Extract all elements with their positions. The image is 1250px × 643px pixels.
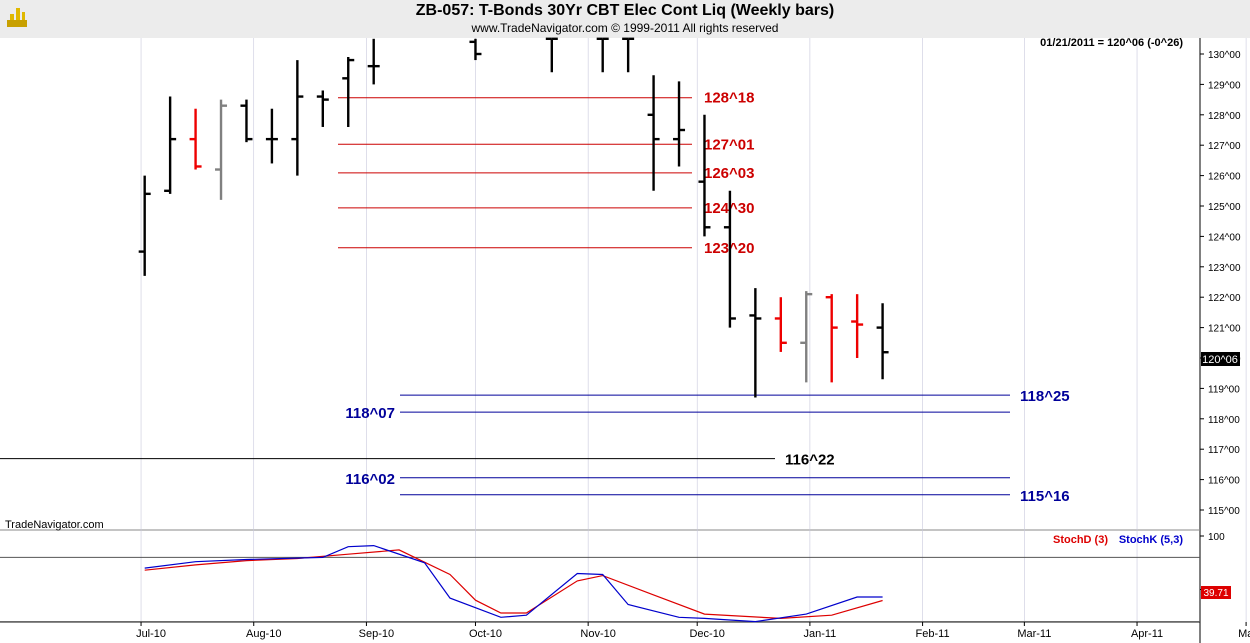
ohlc-bar xyxy=(265,108,278,164)
time-axis: Jul-10 Aug-10 Sep-10 Oct-10 Nov-10 Dec-10 Jan-… xyxy=(136,622,1250,640)
stoch-tick-label: 100 xyxy=(1208,532,1225,543)
vertical-gridlines xyxy=(140,38,1247,622)
y-tick-label: 116^00 xyxy=(1208,476,1240,487)
x-tick-label: Apr-11 xyxy=(1131,628,1163,640)
ohlc-bar xyxy=(215,99,228,200)
last-price-tag xyxy=(1201,352,1240,366)
stochk-line xyxy=(144,544,883,623)
price-levels: 128^18127^01126^03124^30123^20118^25118^… xyxy=(0,90,1070,505)
y-tick-label: 129^00 xyxy=(1208,80,1241,91)
ohlc-bar xyxy=(774,297,787,352)
ohlc-bar xyxy=(189,108,202,170)
x-tick-label: May-11 xyxy=(1238,628,1250,640)
last-price-label: 120^06 xyxy=(1202,354,1238,366)
y-tick-label: 127^00 xyxy=(1208,141,1241,152)
x-tick-label: Nov-10 xyxy=(580,628,615,640)
level-label: 115^16 xyxy=(1020,488,1070,505)
ohlc-bar xyxy=(240,99,253,143)
price-axis: 130^00 129^00 128^00 127^00 126^00 125^00 124^… xyxy=(1200,50,1241,517)
ohlc-bar xyxy=(622,37,635,73)
y-tick-label: 130^00 xyxy=(1208,50,1241,61)
chart-title: ZB-057: T-Bonds 30Yr CBT Elec Cont Liq (… xyxy=(415,2,835,19)
last-stoch-label: 39.71 xyxy=(1203,588,1228,599)
x-tick-label: Feb-11 xyxy=(916,628,950,640)
ohlc-bar xyxy=(545,37,558,73)
level-label: 118^07 xyxy=(345,405,395,422)
ohlc-bar xyxy=(749,288,762,398)
ohlc-bar xyxy=(596,37,609,73)
chart-header: ZB-057: T-Bonds 30Yr CBT Elec Cont Liq (… xyxy=(0,0,1250,38)
level-label: 116^22 xyxy=(785,452,835,469)
ohlc-bar xyxy=(851,294,864,358)
x-tick-label: Dec-10 xyxy=(689,628,724,640)
level-label: 126^03 xyxy=(704,165,754,182)
y-tick-label: 123^00 xyxy=(1208,263,1241,274)
price-readout: 01/21/2011 = 120^06 (-0^26) xyxy=(1040,37,1183,49)
level-label: 118^25 xyxy=(1020,388,1070,405)
ohlc-bar xyxy=(647,75,660,191)
trade-navigator-logo-icon xyxy=(7,8,27,27)
last-stoch-tag xyxy=(1201,586,1231,599)
ohlc-bar xyxy=(291,60,304,176)
y-tick-label: 126^00 xyxy=(1208,172,1241,183)
level-label: 128^18 xyxy=(704,90,754,107)
y-tick-label: 122^00 xyxy=(1208,293,1241,304)
y-tick-label: 128^00 xyxy=(1208,111,1241,122)
ohlc-bar xyxy=(825,294,838,383)
y-tick-label: 124^00 xyxy=(1208,232,1241,243)
x-tick-label: Mar-11 xyxy=(1017,628,1051,640)
ohlc-bar xyxy=(469,38,482,61)
stochd-line xyxy=(144,549,883,620)
level-label: 116^02 xyxy=(345,471,395,488)
y-tick-label: 115^00 xyxy=(1208,506,1240,517)
ohlc-bar xyxy=(698,114,711,237)
price-bars xyxy=(138,37,889,398)
legend-stochk: StochK (5,3) xyxy=(1119,534,1184,546)
y-tick-label: 121^00 xyxy=(1208,324,1241,335)
level-label: 127^01 xyxy=(704,136,754,153)
x-tick-label: Oct-10 xyxy=(469,628,502,640)
ohlc-bar xyxy=(164,96,177,194)
y-tick-label: 117^00 xyxy=(1208,445,1240,456)
x-tick-label: Jul-10 xyxy=(136,628,166,640)
legend-stochd: StochD (3) xyxy=(1053,534,1108,546)
stoch-reference-lines xyxy=(0,556,1200,623)
watermark: TradeNavigator.com xyxy=(5,519,104,531)
y-tick-label: 118^00 xyxy=(1208,415,1240,426)
ohlc-bar xyxy=(723,190,736,328)
ohlc-bar xyxy=(342,57,355,127)
ohlc-bar xyxy=(800,291,813,383)
x-tick-label: Aug-10 xyxy=(246,628,281,640)
x-tick-label: Jan-11 xyxy=(803,628,836,640)
ohlc-bar xyxy=(316,90,329,127)
ohlc-bar xyxy=(138,175,151,276)
y-tick-label: 119^00 xyxy=(1208,384,1240,395)
ohlc-bar xyxy=(673,81,686,167)
ohlc-bar xyxy=(367,38,380,85)
x-tick-label: Sep-10 xyxy=(359,628,394,640)
ohlc-bar xyxy=(876,303,889,380)
y-tick-label: 125^00 xyxy=(1208,202,1241,213)
stochastic-lines xyxy=(144,544,883,623)
chart-subtitle: www.TradeNavigator.com © 1999-2011 All r… xyxy=(471,21,779,35)
